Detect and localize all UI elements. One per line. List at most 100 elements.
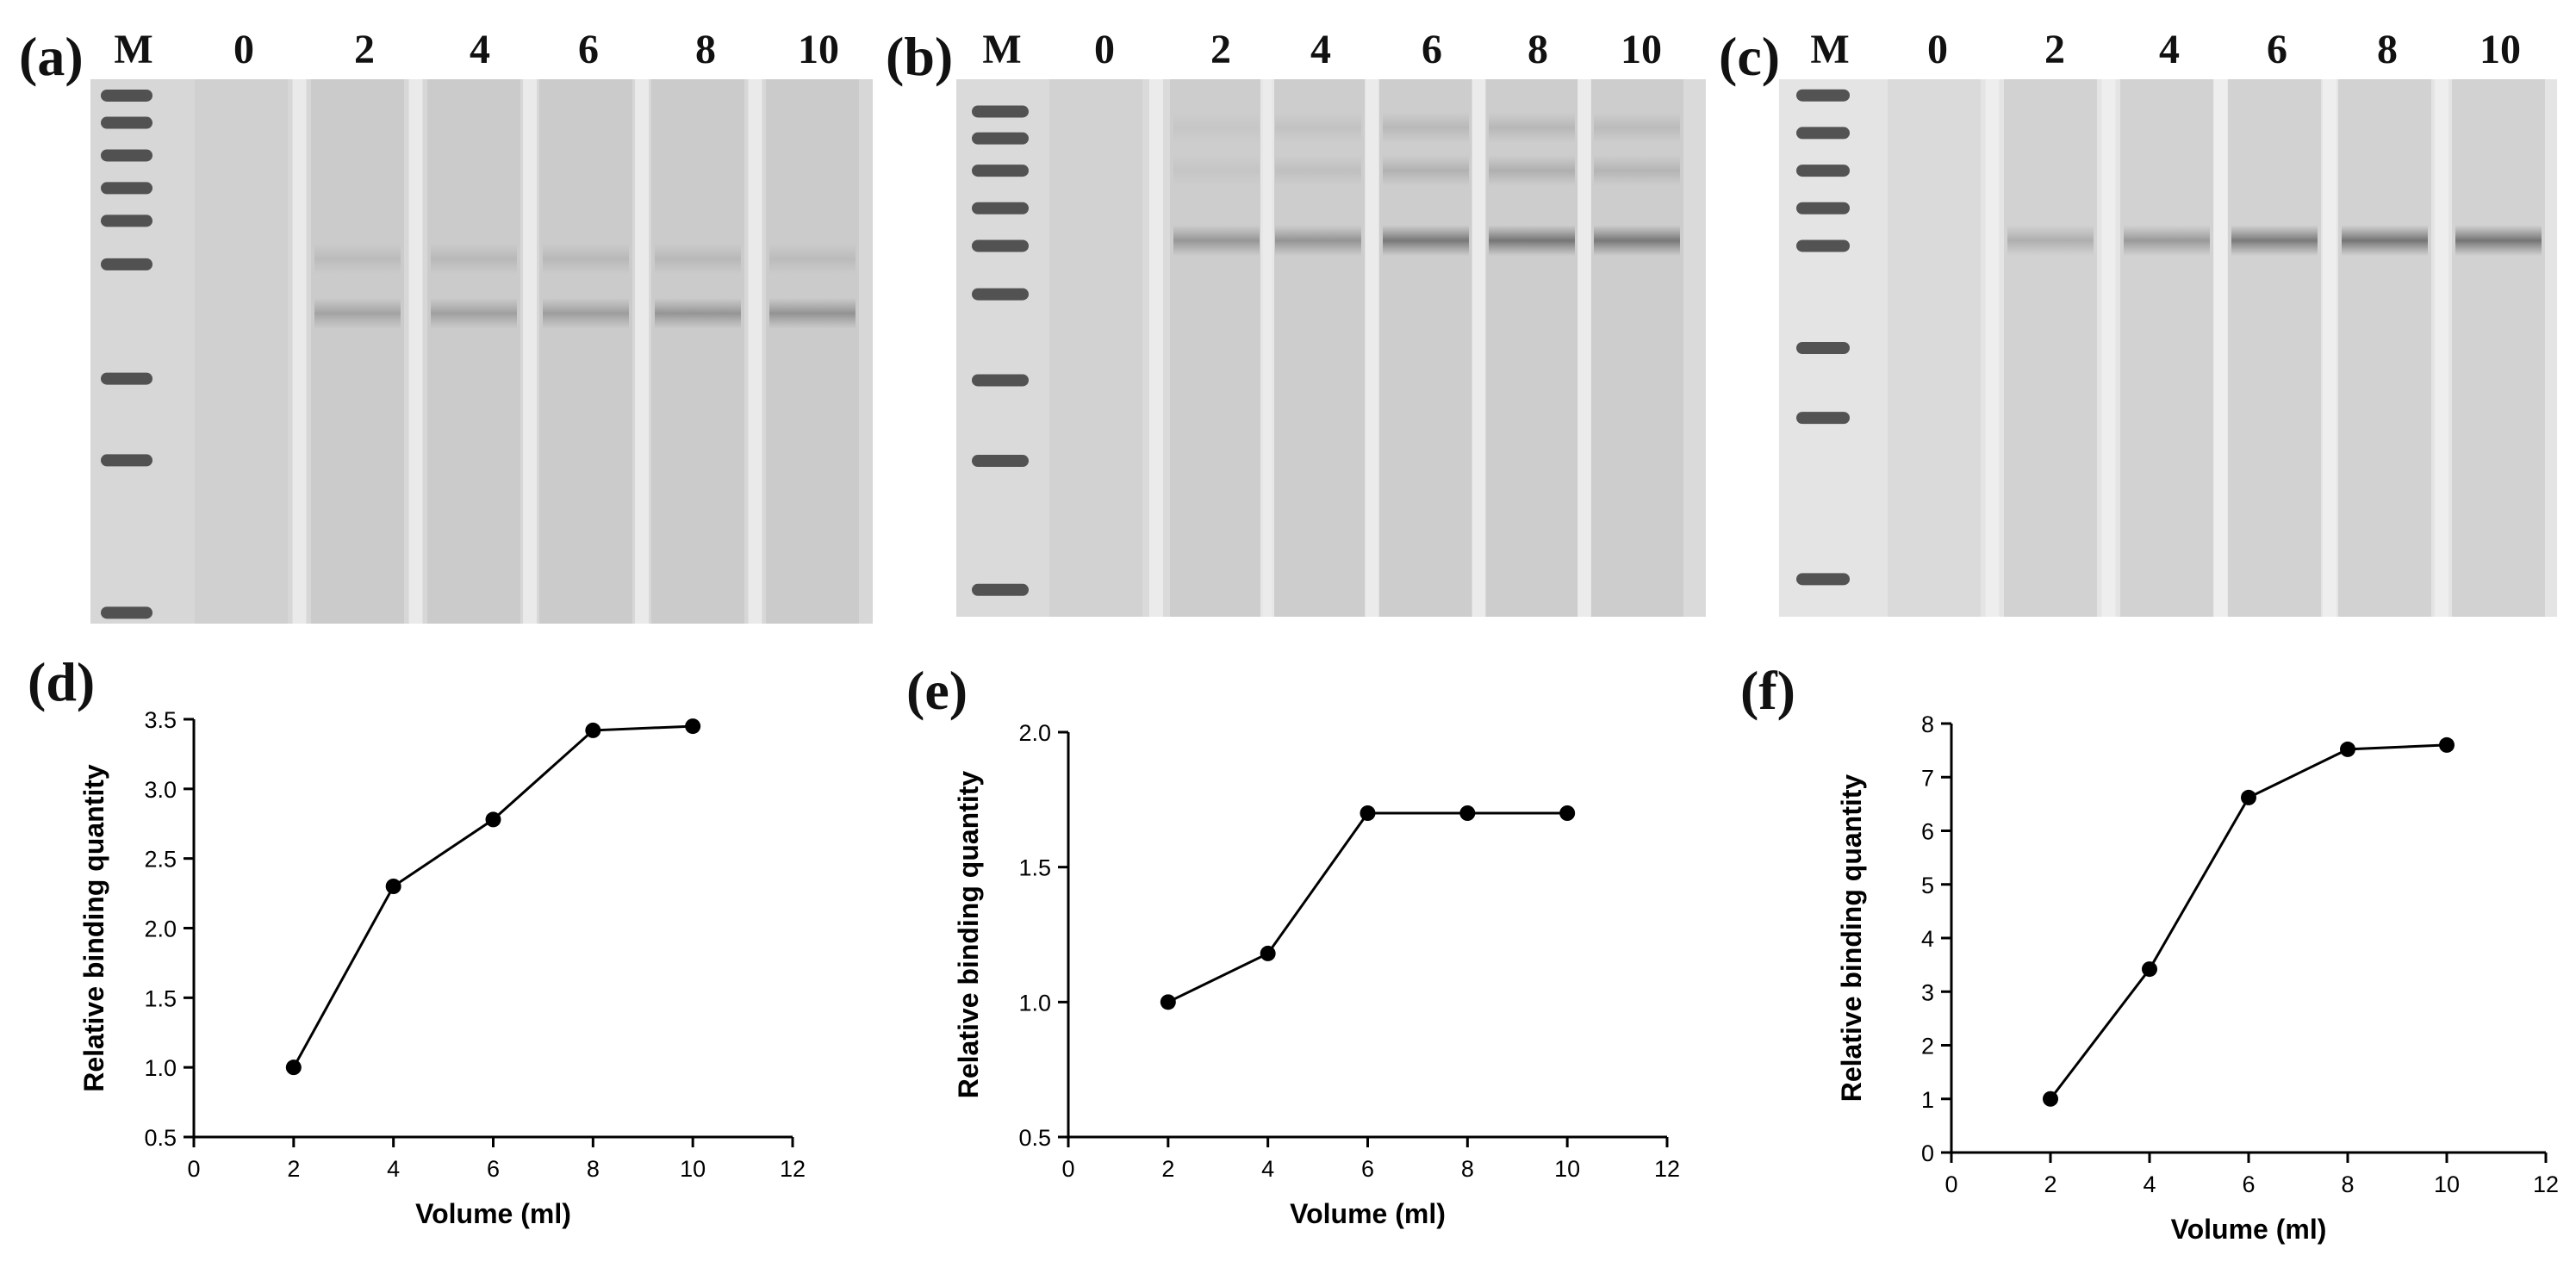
lane-label-4: 4 [470, 27, 490, 72]
y-tick-label: 5 [1921, 873, 1934, 898]
ladder-band [1796, 202, 1850, 214]
data-point [585, 722, 601, 738]
x-tick-label: 10 [680, 1156, 706, 1182]
ladder-band [101, 149, 152, 162]
lane-label-8: 8 [1528, 27, 1548, 72]
ladder-band [1796, 165, 1850, 177]
gel-lane [2004, 79, 2097, 617]
data-point [1459, 805, 1476, 821]
ladder-band [1796, 412, 1850, 425]
y-axis-label: Relative binding quantity [1836, 774, 1867, 1103]
data-point [2043, 1090, 2058, 1107]
ladder-band [972, 583, 1029, 596]
x-tick-label: 10 [1554, 1156, 1580, 1182]
gel-lane [311, 79, 404, 624]
gel-lane-gap [1985, 79, 2000, 617]
lane-label-2: 2 [2044, 27, 2065, 72]
gel-lane [1049, 79, 1142, 617]
x-axis-label: Volume (ml) [2171, 1214, 2327, 1245]
lane-label-marker: M [982, 27, 1022, 72]
y-tick-label: 2.0 [144, 917, 177, 942]
protein-band [2007, 225, 2094, 257]
protein-band [1594, 225, 1680, 257]
lane-label-2: 2 [1210, 27, 1231, 72]
x-tick-label: 4 [387, 1156, 400, 1182]
chart-panel-d: (d) 0 2 4 6 8 10 12 0.5 1.0 1.5 2.0 2.5 3.0 3.5 Volume… [0, 637, 827, 1275]
y-tick-label: 1.0 [144, 1055, 177, 1081]
y-tick-label: 0.5 [144, 1125, 177, 1151]
line-chart-d: 0 2 4 6 8 10 12 0.5 1.0 1.5 2.0 2.5 3.0 3.5 Volume (ml… [78, 707, 806, 1229]
protein-band [2342, 225, 2428, 257]
protein-band [1275, 225, 1361, 257]
y-tick-label: 0 [1921, 1140, 1934, 1166]
gel-lane-gap [292, 79, 307, 624]
y-tick-label: 2.5 [144, 847, 177, 873]
protein-band [314, 297, 401, 329]
lane-label-10: 10 [798, 27, 839, 72]
ladder-band [972, 202, 1029, 214]
data-point [685, 718, 701, 735]
ladder-band [972, 455, 1029, 468]
gel-lane-gap [748, 79, 762, 624]
ladder-band [101, 89, 152, 102]
gel-lane [2338, 79, 2431, 617]
protein-band [543, 297, 629, 329]
y-tick-label: 0.5 [1018, 1125, 1051, 1151]
panel-letter-b: (b) [886, 26, 954, 87]
data-point [485, 811, 501, 828]
chart-panel-f: (f) 0 2 4 6 8 10 12 0 1 2 3 4 5 6 7 8 Volume (ml) Relativ… [1723, 637, 2576, 1275]
panel-letter-a: (a) [19, 26, 84, 87]
panel-letter-c: (c) [1719, 26, 1781, 87]
x-tick-label: 2 [1161, 1156, 1174, 1182]
protein-band [1173, 112, 1260, 144]
x-tick-label: 8 [587, 1156, 600, 1182]
y-tick-label: 1.0 [1018, 990, 1051, 1016]
ladder-band [972, 132, 1029, 145]
x-tick-label: 8 [1461, 1156, 1474, 1182]
data-point [2241, 789, 2256, 805]
y-tick-label: 8 [1921, 711, 1934, 737]
protein-band [1173, 155, 1260, 187]
protein-band [655, 243, 741, 275]
protein-band [1383, 155, 1469, 187]
gel-lane [651, 79, 744, 624]
data-point [2439, 736, 2455, 753]
gel-lane [766, 79, 859, 624]
gel-lane-gap [1365, 79, 1379, 617]
x-tick-label: 4 [1261, 1156, 1274, 1182]
protein-band [1275, 155, 1361, 187]
data-point [2340, 741, 2355, 757]
y-axis-label: Relative binding quantity [78, 764, 109, 1092]
x-tick-label: 10 [2434, 1171, 2460, 1197]
gel-image-b [956, 79, 1706, 617]
protein-band [2124, 225, 2210, 257]
gel-lane [539, 79, 632, 624]
x-tick-label: 6 [2242, 1171, 2255, 1197]
lane-label-marker: M [114, 27, 153, 72]
ladder-band [972, 239, 1029, 252]
gel-background [1779, 79, 2557, 617]
protein-band [431, 243, 517, 275]
gel-lane [2228, 79, 2321, 617]
protein-band [1173, 225, 1260, 257]
x-tick-label: 2 [287, 1156, 300, 1182]
ladder-band [1796, 239, 1850, 252]
lane-label-6: 6 [1422, 27, 1442, 72]
gel-lane-gap [2435, 79, 2448, 617]
lane-label-8: 8 [2377, 27, 2398, 72]
gel-lane-gap [1260, 79, 1274, 617]
x-tick-label: 0 [1944, 1171, 1957, 1197]
data-point [2142, 961, 2157, 978]
gel-svg [1779, 79, 2557, 617]
lane-label-6: 6 [2267, 27, 2287, 72]
data-point [285, 1059, 302, 1076]
x-tick-label: 0 [187, 1156, 200, 1182]
gel-lane [2120, 79, 2213, 617]
data-point [1559, 805, 1576, 821]
gel-lane [195, 79, 288, 624]
gel-lane-gap [408, 79, 423, 624]
y-tick-label: 3.0 [144, 777, 177, 803]
protein-band [1383, 225, 1469, 257]
protein-band [1594, 112, 1680, 144]
lane-label-marker: M [1810, 27, 1850, 72]
